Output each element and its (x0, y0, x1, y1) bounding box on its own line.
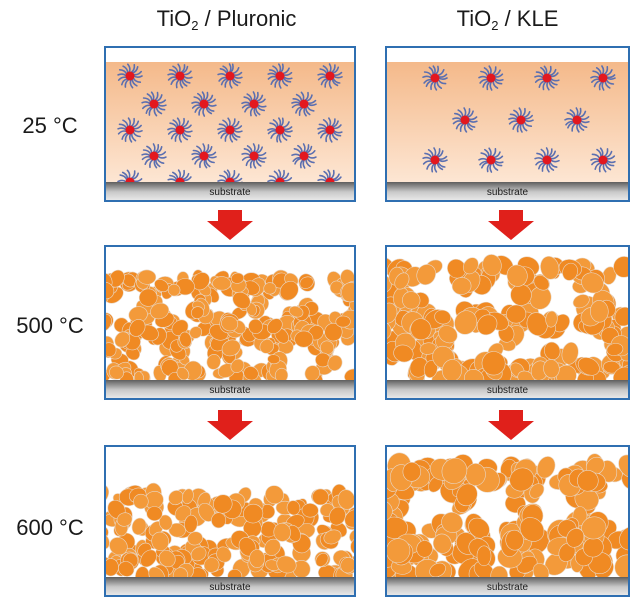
micelle-icon (317, 117, 343, 143)
micelle-icon (267, 63, 293, 89)
substrate-label: substrate (209, 187, 251, 198)
column-title-kle-subscript: 2 (491, 18, 499, 33)
panel-kle-600c: substrate (385, 445, 630, 597)
row-label-25c: 25 °C (22, 113, 78, 138)
panel-illustration: substrate (106, 482, 354, 595)
micelle-icon (478, 147, 504, 173)
micelle-icon (117, 117, 143, 143)
panel-pluronic-500c: substrate (104, 245, 356, 400)
panel-illustration: substrate (387, 62, 628, 200)
micelle-icon (422, 65, 448, 91)
column-title-pluronic-name: TiO (156, 6, 192, 31)
micelle-icon (508, 107, 534, 133)
micelle-icon (267, 117, 293, 143)
panel-pluronic-600c: substrate (104, 445, 356, 597)
particle-film (387, 254, 628, 390)
micelle-icon (191, 91, 217, 117)
panel-illustration: substrate (387, 254, 628, 398)
arrow-down-icon (207, 210, 253, 240)
substrate-label: substrate (487, 385, 529, 396)
micelle-icon (241, 91, 267, 117)
micelle-icon (167, 117, 193, 143)
micelle-icon (141, 143, 167, 169)
particle-film (387, 452, 628, 589)
arrow-down-icon (488, 210, 534, 240)
column-title-kle-rest: / KLE (498, 6, 559, 31)
arrow-down-icon (488, 410, 534, 440)
panel-kle-500c: substrate (385, 245, 630, 400)
panel-illustration: substrate (106, 269, 354, 398)
column-title-kle: TiO2 / KLE (385, 6, 630, 33)
panel-illustration: substrate (106, 62, 354, 200)
micelle-icon (422, 147, 448, 173)
row-label-500c: 500 °C (16, 313, 84, 338)
micelle-icon (478, 65, 504, 91)
micelle-icon (291, 91, 317, 117)
panel-pluronic-25c: substrate (104, 46, 356, 202)
particle-film (106, 269, 354, 389)
micelle-icon (564, 107, 590, 133)
micelle-icon (534, 147, 560, 173)
arrow-down-icon (207, 410, 253, 440)
panel-kle-25c: substrate (385, 46, 630, 202)
column-title-kle-name: TiO (456, 6, 492, 31)
particle-film (106, 482, 354, 586)
column-title-pluronic-subscript: 2 (191, 18, 199, 33)
substrate-label: substrate (209, 582, 251, 593)
micelle-icon (167, 63, 193, 89)
micelle-icon (191, 143, 217, 169)
micelle-icon (217, 63, 243, 89)
micelle-icon (452, 107, 478, 133)
substrate-label: substrate (209, 385, 251, 396)
micelle-icon (141, 91, 167, 117)
micelle-icon (534, 65, 560, 91)
micelle-icon (291, 143, 317, 169)
row-label-600c: 600 °C (16, 515, 84, 540)
panel-illustration: substrate (387, 452, 628, 595)
micelle-icon (590, 147, 616, 173)
substrate-label: substrate (487, 187, 529, 198)
micelle-icon (241, 143, 267, 169)
micelle-icon (317, 63, 343, 89)
substrate-label: substrate (487, 582, 529, 593)
column-title-pluronic-rest: / Pluronic (198, 6, 297, 31)
micelle-icon (117, 63, 143, 89)
column-title-pluronic: TiO2 / Pluronic (104, 6, 349, 33)
micelle-icon (217, 117, 243, 143)
micelle-icon (590, 65, 616, 91)
